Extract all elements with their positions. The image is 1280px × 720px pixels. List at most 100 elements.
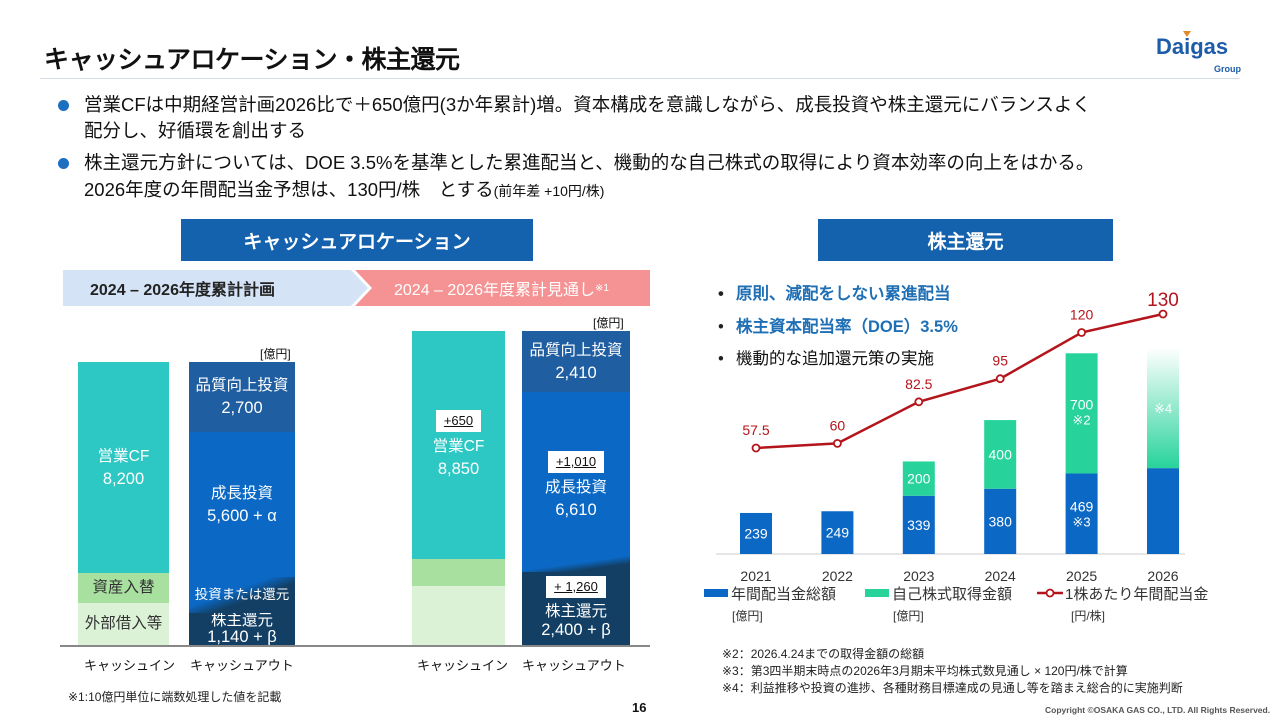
dividend-bar [740, 512, 772, 554]
dividend-bar [821, 511, 854, 554]
allocation-baseline [60, 645, 650, 647]
page-title: キャッシュアロケーション・株主還元 [44, 46, 460, 74]
plan-opcf-segment: 営業CF 8,200 [78, 362, 169, 573]
footnote-1: ※1:10億円単位に端数処理した値を記載 [68, 690, 282, 704]
outlook-label: 2024 – 2026年度累計見通し ※1 [394, 282, 609, 299]
dps-point [1077, 328, 1086, 337]
plan-either-segment: 投資または還元 [189, 577, 295, 613]
policy-point: • 株主資本配当率（DOE）3.5% [718, 318, 958, 336]
plan-label: 2024 – 2026年度累計計画 [90, 282, 275, 299]
x-tick-label: 2025 [1066, 568, 1097, 584]
dps-label: 82.5 [905, 376, 932, 392]
legend-unit: [億円] [893, 609, 924, 623]
policy-point: • 原則、減配をしない累進配当 [718, 285, 951, 303]
unit-label: [億円] [593, 316, 624, 330]
footnote-3: ※3：第3四半期末時点の2026年3月期末平均株式数見通し × 120円/株で計… [722, 664, 1128, 678]
bullet-text: 2026年度の年間配当金予想は、130円/株 とする [84, 179, 494, 200]
logo-text: Daigas [1156, 34, 1229, 59]
bullet-text: 配分し、好循環を創出する [84, 120, 307, 141]
cash-in-label: キャッシュイン [84, 658, 176, 673]
legend-label: 年間配当金総額 [731, 586, 836, 603]
dividend-label: 249 [826, 525, 850, 541]
dividend-label: 339 [907, 517, 931, 533]
dividend-label: 469 [1070, 499, 1094, 515]
dps-point [995, 374, 1005, 384]
legend-marker [1045, 588, 1055, 598]
buyback-note: ※4 [1154, 401, 1172, 416]
buyback-label: 200 [907, 471, 931, 487]
legend-unit: [億円] [732, 609, 763, 623]
legend-unit: [円/株] [1071, 608, 1105, 623]
plan-band [63, 270, 368, 306]
dividend-bar [1147, 468, 1179, 554]
page-number: 16 [632, 700, 647, 715]
legend-label: 自己株式取得金額 [892, 586, 1012, 603]
outlook-opcf-segment: +650 営業CF 8,850 [412, 331, 505, 559]
outlook-quality-segment: 品質向上投資 2,410 [522, 331, 630, 392]
dps-label: 120 [1070, 307, 1094, 323]
dps-point [833, 438, 842, 448]
x-tick-label: 2024 [985, 568, 1016, 584]
buyback-bar [1147, 347, 1179, 469]
delta-badge: +650 [435, 410, 482, 432]
outlook-growth-segment: +1,010 成長投資 6,610 [522, 392, 630, 580]
x-tick-label: 2021 [740, 568, 771, 584]
x-tick-label: 2023 [903, 568, 934, 584]
outlook-asset-segment [412, 559, 505, 586]
buyback-bar [1065, 353, 1098, 474]
plan-asset-segment: 資産入替 [78, 573, 169, 603]
dividend-note: ※3 [1073, 515, 1091, 530]
unit-label: [億円] [260, 347, 291, 361]
period-bands [63, 270, 650, 306]
bullet-dot-icon [58, 100, 69, 111]
footnote-4: ※4：利益推移や投資の進捗、各種財務目標達成の見通し等を踏まえ総合的に実施判断 [722, 681, 1183, 695]
logo-subtext: Group [1214, 64, 1241, 74]
x-tick-label: 2022 [822, 568, 853, 584]
legend-label: 1株あたり年間配当金 [1065, 586, 1208, 603]
outlook-band [355, 270, 650, 306]
dps-point [751, 443, 761, 453]
cash-in-label: キャッシュイン [417, 658, 509, 673]
plan-quality-segment: 品質向上投資 2,700 [189, 362, 295, 432]
outlook-borrow-segment [412, 586, 505, 645]
buyback-label: 700 [1070, 396, 1094, 412]
footnote-2: ※2：2026.4.24までの取得金額の総額 [722, 647, 925, 661]
dps-label: 130 [1147, 290, 1179, 311]
bullet-text: 営業CFは中期経営計画2026比で＋650億円(3か年累計)増。資本構成を意識し… [84, 94, 1091, 115]
buyback-bar [902, 461, 935, 496]
bullet-text: 株主還元方針については、DOE 3.5%を基準とした累進配当と、機動的な自己株式… [84, 152, 1095, 173]
buyback-note: ※2 [1073, 412, 1091, 427]
buyback-bar [984, 420, 1017, 489]
cash-allocation-header: キャッシュアロケーション [181, 219, 533, 261]
cash-out-label: キャッシュアウト [522, 658, 626, 673]
dps-point [914, 397, 924, 407]
delta-badge: +1,010 [547, 451, 605, 473]
plan-borrow-segment: 外部借入等 [78, 603, 169, 645]
outlook-return-segment: + 1,260 株主還元 2,400 + β [522, 572, 630, 645]
shareholder-returns-header: 株主還元 [818, 219, 1113, 261]
dps-label: 95 [992, 353, 1008, 369]
dividend-label: 239 [744, 525, 768, 541]
x-tick-label: 2026 [1147, 568, 1178, 584]
buyback-label: 400 [989, 446, 1013, 462]
legend-swatch [704, 589, 728, 597]
dps-label: 57.5 [742, 422, 769, 438]
dividend-bar [1065, 473, 1098, 554]
dps-label: 60 [830, 417, 846, 433]
legend-swatch [865, 589, 889, 597]
cash-out-label: キャッシュアウト [190, 658, 294, 673]
logo-mark-icon [1183, 31, 1191, 37]
bullet-dot-icon [58, 158, 69, 169]
header-divider [40, 78, 1240, 79]
daigas-logo: Daigas Group [1156, 31, 1241, 74]
dividend-bar [902, 495, 935, 554]
copyright: Copyright ©OSAKA GAS CO., LTD. All Right… [1045, 705, 1271, 715]
plan-growth-segment: 成長投資 5,600 + α [189, 432, 295, 577]
dividend-label: 380 [989, 513, 1013, 529]
dividend-per-share-line [755, 312, 1164, 450]
dividend-bar [984, 488, 1017, 554]
policy-point: • 機動的な追加還元策の実施 [718, 350, 934, 368]
dps-point [1158, 309, 1168, 319]
bullet-note: (前年差 +10円/株) [493, 183, 605, 199]
